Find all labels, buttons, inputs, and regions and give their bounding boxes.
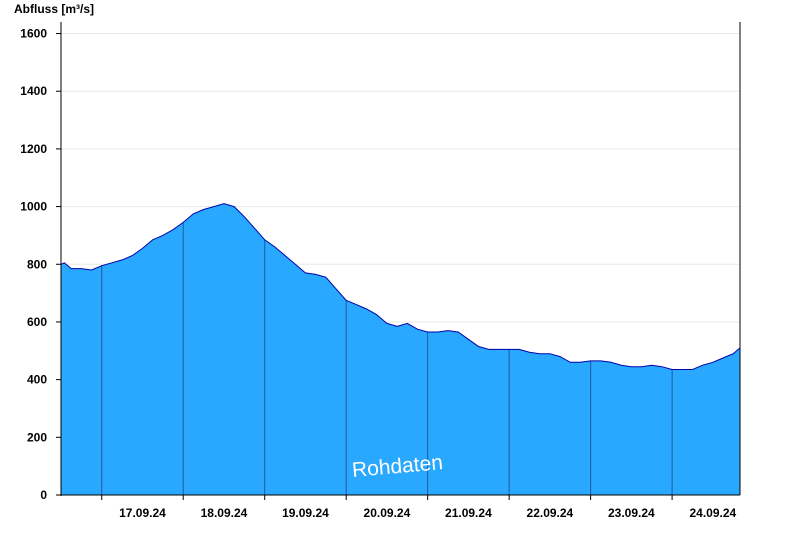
- y-axis-label: Abfluss [m³/s]: [14, 2, 94, 16]
- x-tick-labels: 17.09.24 18.09.24 19.09.24 20.09.24 21.09.24…: [119, 506, 736, 520]
- y-tick-label: 0: [40, 488, 47, 502]
- x-tick-label: 17.09.24: [119, 506, 166, 520]
- x-tick-label: 20.09.24: [364, 506, 411, 520]
- x-tick-label: 22.09.24: [527, 506, 574, 520]
- y-tick-label: 800: [27, 257, 47, 271]
- y-tick-label: 1400: [20, 84, 47, 98]
- discharge-line: [60, 203, 741, 370]
- x-tick-label: 18.09.24: [201, 506, 248, 520]
- y-tick-label: 1000: [20, 200, 47, 214]
- axes: [56, 22, 741, 500]
- y-tick-label: 600: [27, 315, 47, 329]
- x-tick-label: 24.09.24: [689, 506, 736, 520]
- x-tick-label: 19.09.24: [282, 506, 329, 520]
- x-tick-label: 23.09.24: [608, 506, 655, 520]
- y-tick-labels: 0 200 400 600 800 1000 1200 1400 1600: [20, 27, 47, 502]
- day-separator-lines: [101, 222, 673, 495]
- y-tick-label: 400: [27, 373, 47, 387]
- y-tick-label: 1600: [20, 27, 47, 41]
- y-tick-label: 1200: [20, 142, 47, 156]
- discharge-area: [61, 203, 740, 495]
- x-tick-label: 21.09.24: [445, 506, 492, 520]
- y-tick-label: 200: [27, 430, 47, 444]
